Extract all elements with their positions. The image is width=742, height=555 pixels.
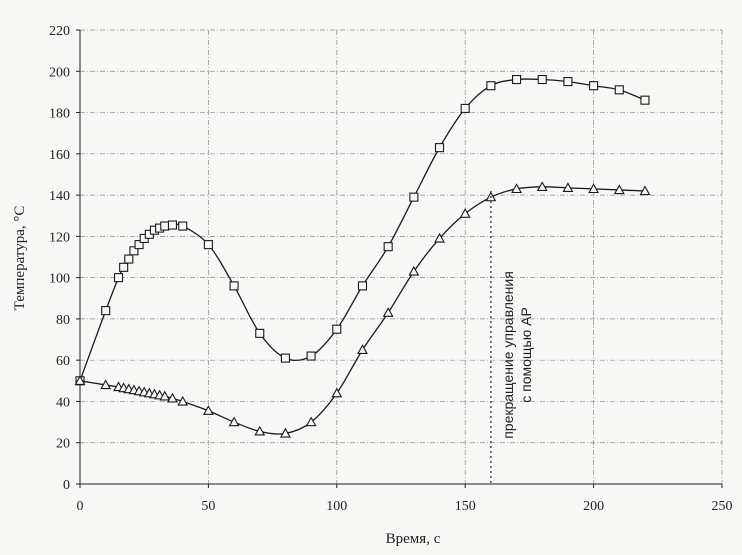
y-tick-label: 80	[56, 313, 70, 328]
triangle-marker	[159, 390, 171, 401]
square-marker	[614, 85, 624, 95]
triangle-marker	[459, 208, 471, 218]
square-marker	[255, 328, 265, 338]
triangle-marker	[202, 405, 214, 415]
x-tick-label: 100	[326, 499, 347, 514]
x-tick-label: 250	[712, 499, 733, 514]
square-marker	[124, 254, 134, 264]
triangle-marker	[382, 307, 394, 317]
square-marker	[383, 242, 393, 252]
square-marker	[589, 81, 599, 91]
square-marker	[134, 240, 144, 250]
triangle-marker	[228, 416, 240, 427]
x-tick-label: 150	[455, 499, 476, 514]
square-marker	[101, 306, 111, 316]
triangle-marker	[100, 379, 112, 390]
x-tick-label: 200	[583, 499, 604, 514]
square-marker	[119, 262, 129, 272]
triangle-marker	[305, 416, 317, 427]
x-axis-title: Время, с	[386, 531, 441, 547]
y-tick-label: 160	[49, 148, 70, 163]
y-tick-label: 120	[49, 230, 70, 245]
square-marker	[537, 74, 547, 85]
grid	[80, 29, 723, 484]
y-axis-title: Температура, °С	[12, 206, 28, 311]
triangle-marker	[511, 183, 522, 194]
square-marker	[306, 351, 316, 361]
square-marker	[640, 95, 650, 105]
square-marker	[332, 324, 342, 334]
x-tick-label: 50	[201, 499, 215, 514]
square-marker	[129, 246, 139, 256]
square-marker	[113, 273, 124, 283]
y-tick-label: 60	[56, 354, 70, 369]
triangle-marker	[536, 181, 548, 191]
triangle-marker	[167, 392, 178, 403]
y-tick-label: 200	[49, 65, 70, 80]
triangle-marker	[357, 344, 368, 355]
square-marker	[280, 353, 290, 363]
triangle-marker	[639, 185, 651, 196]
square-marker	[563, 77, 573, 87]
y-tick-label: 180	[49, 107, 70, 122]
square-marker	[178, 221, 188, 231]
triangle-marker	[434, 232, 445, 243]
triangle-marker	[254, 425, 266, 436]
axes: 0 20 40 60 80 100 120 140 160 180 200 220 0 50 100 150 2…	[49, 24, 733, 514]
square-marker	[160, 221, 170, 231]
y-tick-label: 40	[56, 395, 70, 410]
triangle-marker	[613, 184, 625, 195]
triangle-marker	[562, 182, 574, 193]
square-marker	[512, 74, 522, 85]
square-marker	[229, 281, 239, 291]
annotations: прекращение управления с помощью АР	[490, 190, 534, 484]
y-tick-label: 140	[49, 189, 70, 204]
y-tick-label: 20	[56, 437, 70, 452]
triangle-marker	[177, 395, 189, 406]
annotation-line-1: прекращение управления	[500, 271, 516, 439]
triangle-marker	[280, 427, 291, 438]
square-marker	[486, 81, 496, 91]
square-marker	[203, 240, 213, 250]
x-tick-label: 0	[77, 499, 84, 514]
triangle-marker	[588, 183, 600, 194]
square-marker	[409, 192, 419, 202]
triangle-marker	[74, 375, 86, 385]
square-marker	[434, 143, 445, 153]
triangle-marker	[408, 265, 420, 276]
series	[74, 74, 651, 438]
y-tick-label: 100	[49, 272, 70, 287]
square-marker	[460, 103, 470, 113]
y-tick-label: 220	[49, 24, 70, 39]
square-marker	[167, 220, 177, 230]
annotation-line-2: с помощью АР	[518, 307, 534, 403]
y-tick-label: 0	[63, 478, 70, 493]
square-marker	[357, 281, 368, 291]
triangle-marker	[331, 387, 343, 398]
